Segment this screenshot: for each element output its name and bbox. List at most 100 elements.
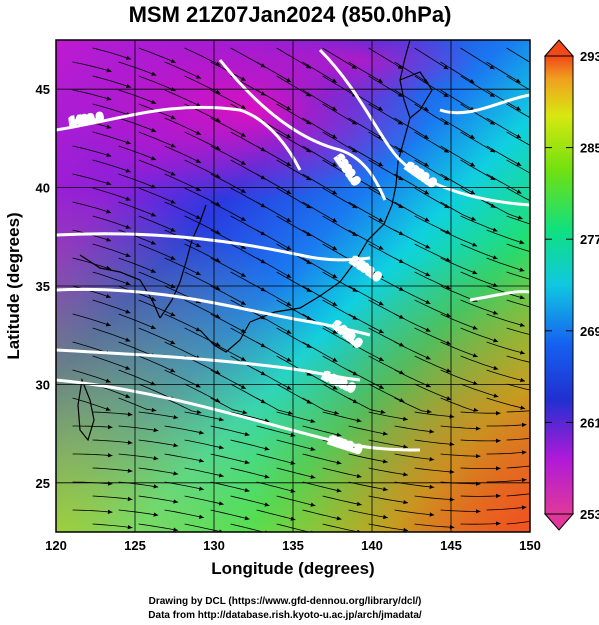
streamline bbox=[486, 173, 522, 194]
streamline bbox=[368, 355, 405, 375]
streamline-arrowhead bbox=[425, 272, 431, 277]
contour-line bbox=[56, 348, 361, 382]
streamline-arrowhead bbox=[107, 424, 113, 430]
streamline-arrowhead bbox=[490, 175, 496, 181]
streamline bbox=[368, 439, 408, 448]
streamline bbox=[322, 495, 362, 506]
streamline bbox=[72, 453, 113, 456]
streamline-arrowhead bbox=[495, 493, 501, 499]
chart-title: MSM 21Z07Jan2024 (850.0hPa) bbox=[129, 2, 452, 27]
streamline-arrowhead bbox=[195, 130, 201, 135]
streamline bbox=[302, 257, 338, 279]
streamline bbox=[256, 61, 292, 83]
streamline-arrowhead bbox=[471, 216, 477, 221]
colorbar: 293 285 277 269 261 253 bbox=[543, 39, 599, 531]
streamline bbox=[368, 383, 405, 403]
streamline-arrowhead bbox=[403, 527, 409, 532]
streamline bbox=[486, 117, 522, 139]
streamline-arrowhead bbox=[151, 71, 157, 76]
x-tick-label: 140 bbox=[361, 538, 383, 553]
streamline-arrowhead bbox=[583, 119, 588, 123]
streamline-arrowhead bbox=[472, 242, 478, 247]
streamline bbox=[348, 61, 384, 84]
x-tick-label: 150 bbox=[519, 538, 541, 553]
streamline bbox=[302, 173, 338, 195]
streamline-arrowhead bbox=[492, 227, 498, 232]
streamline-arrowhead bbox=[170, 255, 176, 260]
streamline-arrowhead bbox=[240, 188, 246, 193]
sakhalin-coast bbox=[399, 40, 411, 81]
streamline bbox=[460, 271, 498, 287]
streamline bbox=[394, 397, 432, 413]
streamline-arrowhead bbox=[288, 410, 293, 415]
streamline bbox=[302, 117, 338, 139]
streamline bbox=[348, 201, 384, 223]
streamline bbox=[394, 425, 435, 433]
streamline bbox=[210, 313, 247, 334]
streamline bbox=[302, 369, 338, 390]
streamline bbox=[506, 355, 530, 363]
streamline bbox=[414, 467, 455, 473]
streamline bbox=[348, 229, 384, 250]
streamline bbox=[164, 257, 201, 276]
streamline-arrowhead bbox=[521, 477, 527, 483]
streamline-arrowhead bbox=[170, 59, 176, 64]
streamline bbox=[414, 299, 452, 318]
streamline bbox=[322, 187, 358, 209]
streamline bbox=[486, 257, 525, 272]
streamline-arrowhead bbox=[587, 431, 592, 435]
streamline bbox=[118, 229, 157, 245]
y-axis-label: Latitude (degrees) bbox=[4, 212, 23, 359]
streamline bbox=[414, 103, 449, 126]
streamline bbox=[486, 341, 525, 354]
streamline bbox=[138, 355, 176, 373]
streamline bbox=[322, 159, 358, 181]
streamline-arrowhead bbox=[382, 486, 388, 492]
x-axis-label: Longitude (degrees) bbox=[211, 559, 374, 578]
streamline-arrowhead bbox=[195, 243, 201, 247]
y-tick-label: 40 bbox=[36, 181, 50, 196]
colorbar-top-arrow bbox=[543, 39, 575, 57]
streamline-arrowhead bbox=[424, 217, 430, 222]
streamline-arrowhead bbox=[516, 189, 522, 194]
streamline bbox=[506, 131, 530, 146]
streamline-arrowhead bbox=[377, 78, 383, 83]
streamline-arrowhead bbox=[105, 293, 111, 299]
streamline-arrowhead bbox=[125, 365, 131, 370]
streamline bbox=[460, 355, 499, 370]
streamline-arrowhead bbox=[490, 148, 496, 153]
streamline bbox=[276, 131, 312, 153]
streamline-arrowhead bbox=[170, 115, 176, 120]
streamline-arrowhead bbox=[151, 99, 157, 104]
streamline bbox=[460, 495, 501, 497]
streamline-arrowhead bbox=[540, 308, 545, 312]
streamline bbox=[276, 75, 312, 97]
y-ticks: 25 30 35 40 45 bbox=[36, 82, 50, 491]
streamline bbox=[92, 299, 131, 314]
colorbar-body bbox=[544, 55, 574, 515]
streamline-arrowhead bbox=[244, 488, 250, 493]
streamline-arrowhead bbox=[240, 216, 246, 221]
colorbar-bottom-arrow bbox=[543, 513, 575, 531]
streamline-arrowhead bbox=[286, 329, 292, 334]
streamline-arrowhead bbox=[173, 443, 179, 448]
streamline-arrowhead bbox=[403, 472, 408, 477]
streamline bbox=[440, 201, 477, 221]
streamline bbox=[164, 397, 202, 414]
streamline bbox=[184, 47, 221, 66]
streamline-arrowhead bbox=[587, 222, 592, 226]
streamline-arrowhead bbox=[151, 156, 157, 161]
streamline-arrowhead bbox=[380, 409, 386, 415]
colorbar-tick-label: 261 bbox=[580, 415, 599, 430]
streamline bbox=[460, 467, 501, 469]
streamline bbox=[92, 439, 133, 444]
streamline-arrowhead bbox=[125, 224, 131, 229]
y-tick-label: 30 bbox=[36, 377, 50, 392]
taiwan-coast bbox=[77, 377, 95, 442]
streamline-arrowhead bbox=[403, 499, 408, 505]
streamline bbox=[92, 523, 133, 529]
streamline-arrowhead bbox=[106, 124, 112, 129]
kyushu-coast bbox=[199, 321, 251, 353]
streamline-arrowhead bbox=[378, 162, 384, 167]
streamline-arrowhead bbox=[106, 96, 112, 101]
